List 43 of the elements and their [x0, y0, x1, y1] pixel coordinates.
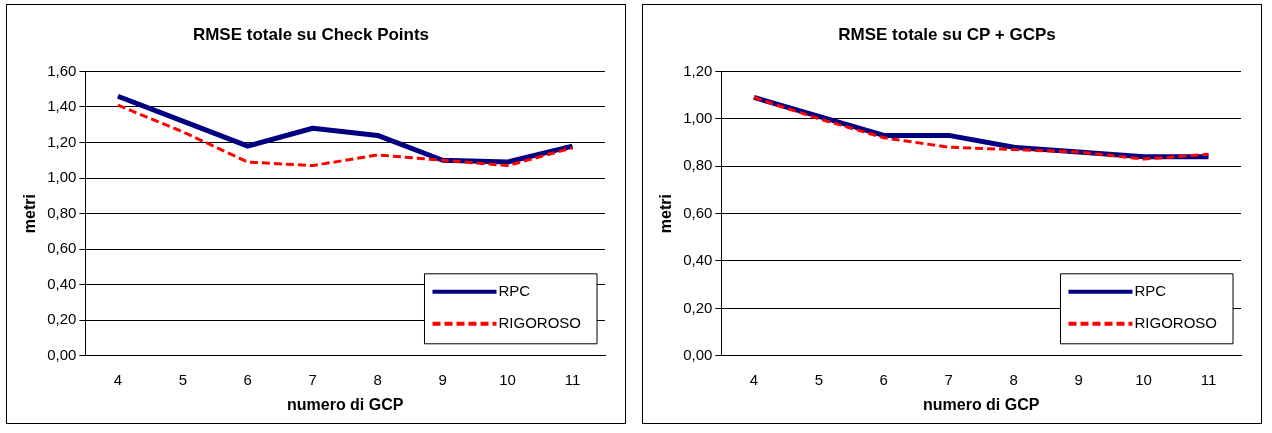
x-tick-label: 11	[564, 370, 581, 388]
y-tick-label: 0,60	[47, 239, 77, 257]
x-tick-label: 6	[879, 370, 888, 388]
x-tick-label: 5	[178, 370, 187, 388]
y-tick-label: 0,60	[683, 203, 713, 221]
y-tick-label: 1,20	[47, 132, 77, 150]
legend-label: RIGOROSO	[498, 313, 582, 331]
legend-label: RPC	[1134, 281, 1167, 299]
y-axis-title: metri	[21, 194, 39, 234]
x-tick-label: 8	[373, 370, 382, 388]
x-tick-label: 7	[944, 370, 953, 388]
y-tick-label: 1,00	[683, 108, 713, 126]
y-tick-label: 0,40	[683, 251, 713, 269]
x-tick-label: 11	[1200, 370, 1217, 388]
x-tick-label: 10	[499, 370, 516, 388]
x-tick-label: 5	[814, 370, 823, 388]
x-axis-title: numero di GCP	[286, 395, 404, 413]
x-tick-label: 10	[1135, 370, 1152, 388]
y-tick-label: 0,40	[47, 274, 77, 292]
y-tick-label: 0,00	[47, 345, 77, 363]
y-tick-label: 0,00	[683, 345, 713, 363]
chart-title: RMSE totale su Check Points	[192, 24, 430, 44]
y-tick-label: 1,20	[683, 61, 713, 79]
y-tick-label: 1,00	[47, 168, 77, 186]
y-tick-label: 0,20	[47, 310, 77, 328]
legend-label: RIGOROSO	[1134, 313, 1218, 331]
line-series	[116, 103, 575, 168]
chart-title: RMSE totale su CP + GCPs	[838, 24, 1056, 44]
y-tick-label: 1,60	[47, 61, 77, 79]
y-tick-label: 0,80	[683, 156, 713, 174]
legend-label: RPC	[498, 281, 531, 299]
x-axis-title: numero di GCP	[922, 395, 1040, 413]
x-tick-label: 6	[243, 370, 252, 388]
x-tick-label: 9	[1074, 370, 1083, 388]
y-axis-title: metri	[657, 194, 675, 234]
x-tick-label: 9	[438, 370, 447, 388]
y-tick-label: 0,80	[47, 203, 77, 221]
x-tick-label: 8	[1009, 370, 1018, 388]
x-tick-label: 4	[749, 370, 759, 388]
x-tick-label: 4	[113, 370, 123, 388]
y-tick-label: 0,20	[683, 298, 713, 316]
y-tick-label: 1,40	[47, 97, 77, 115]
x-tick-label: 7	[308, 370, 317, 388]
